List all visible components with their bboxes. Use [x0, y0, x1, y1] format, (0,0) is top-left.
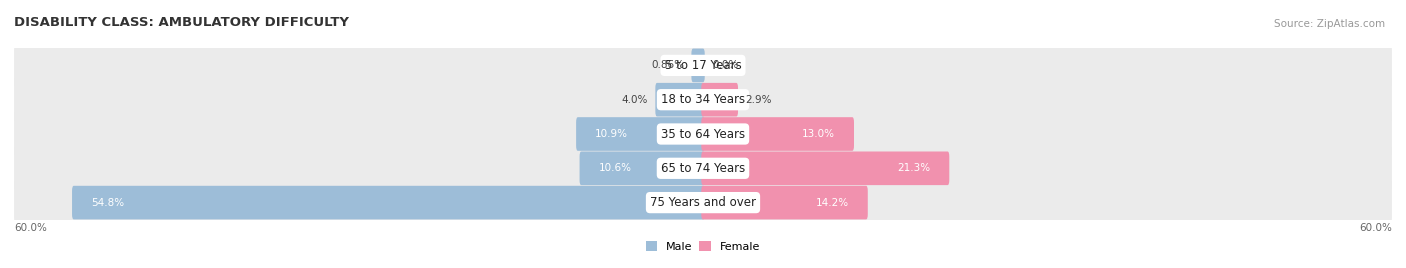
Text: 4.0%: 4.0% [621, 95, 648, 105]
Text: DISABILITY CLASS: AMBULATORY DIFFICULTY: DISABILITY CLASS: AMBULATORY DIFFICULTY [14, 16, 349, 29]
Text: 65 to 74 Years: 65 to 74 Years [661, 162, 745, 175]
Text: 21.3%: 21.3% [897, 163, 931, 173]
Text: 18 to 34 Years: 18 to 34 Years [661, 93, 745, 106]
FancyBboxPatch shape [702, 186, 868, 219]
Text: Source: ZipAtlas.com: Source: ZipAtlas.com [1274, 19, 1385, 29]
Text: 60.0%: 60.0% [1360, 223, 1392, 233]
Text: 2.9%: 2.9% [745, 95, 772, 105]
FancyBboxPatch shape [576, 117, 704, 151]
FancyBboxPatch shape [692, 49, 704, 82]
FancyBboxPatch shape [14, 144, 1392, 192]
Text: 54.8%: 54.8% [91, 198, 124, 208]
FancyBboxPatch shape [655, 83, 704, 117]
Text: 35 to 64 Years: 35 to 64 Years [661, 128, 745, 140]
FancyBboxPatch shape [702, 151, 949, 185]
FancyBboxPatch shape [14, 41, 1392, 90]
Text: 75 Years and over: 75 Years and over [650, 196, 756, 209]
Text: 13.0%: 13.0% [801, 129, 835, 139]
FancyBboxPatch shape [702, 117, 853, 151]
Text: 0.86%: 0.86% [651, 60, 683, 70]
FancyBboxPatch shape [14, 178, 1392, 227]
Text: 60.0%: 60.0% [14, 223, 46, 233]
FancyBboxPatch shape [702, 83, 738, 117]
Text: 5 to 17 Years: 5 to 17 Years [665, 59, 741, 72]
FancyBboxPatch shape [579, 151, 704, 185]
FancyBboxPatch shape [14, 110, 1392, 158]
Text: 0.0%: 0.0% [713, 60, 738, 70]
Legend: Male, Female: Male, Female [647, 241, 759, 252]
Text: 14.2%: 14.2% [815, 198, 849, 208]
Text: 10.9%: 10.9% [595, 129, 628, 139]
Text: 10.6%: 10.6% [599, 163, 631, 173]
FancyBboxPatch shape [72, 186, 704, 219]
FancyBboxPatch shape [14, 76, 1392, 124]
